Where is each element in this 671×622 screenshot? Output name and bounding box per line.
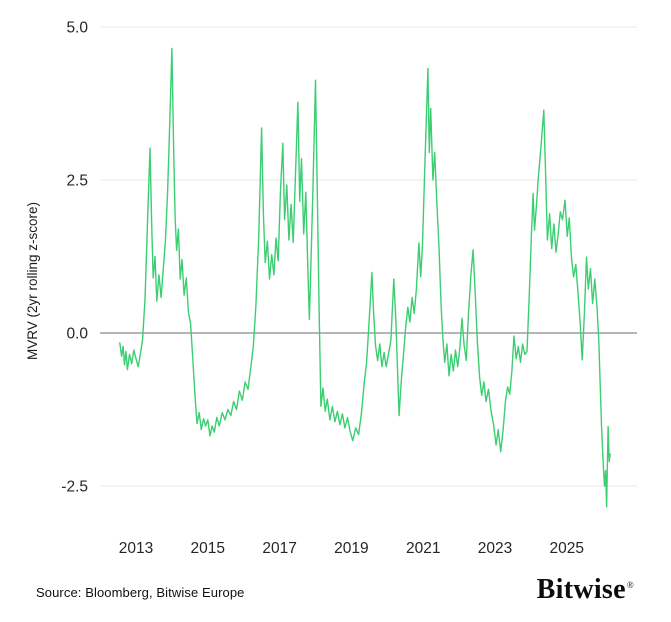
x-tick-label: 2023 (478, 540, 512, 557)
y-tick-label: -2.5 (61, 479, 88, 496)
x-tick-label: 2015 (191, 540, 225, 557)
grid-layer (100, 26, 637, 487)
x-tick-label: 2021 (406, 540, 440, 557)
bitwise-wordmark: Bitwise (536, 574, 626, 605)
bitwise-logo: Bitwise® (537, 574, 634, 606)
chart-line (119, 47, 611, 508)
x-tick-label: 2017 (262, 540, 296, 557)
registered-trademark-icon: ® (626, 579, 634, 590)
x-tick-label: 2019 (334, 540, 368, 557)
y-axis-title: MVRV (2yr rolling z-score) (25, 202, 40, 360)
y-tick-label: 2.5 (66, 173, 88, 190)
source-note: Source: Bloomberg, Bitwise Europe (36, 585, 245, 600)
series-layer (119, 47, 611, 508)
axis-layer: 5.0 2.5 0.0 -2.5 2013 2015 2017 2019 2021 2023 202… (61, 20, 584, 558)
y-tick-label: 0.0 (66, 326, 88, 343)
x-tick-label: 2013 (119, 540, 153, 557)
y-tick-label: 5.0 (66, 20, 88, 37)
x-tick-label: 2025 (550, 540, 584, 557)
